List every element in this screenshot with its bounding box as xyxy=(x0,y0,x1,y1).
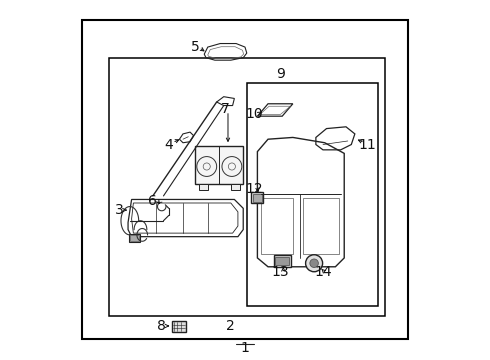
Text: 13: 13 xyxy=(271,265,289,279)
Text: 4: 4 xyxy=(165,138,173,152)
Bar xyxy=(303,198,339,255)
Bar xyxy=(231,184,240,190)
Bar xyxy=(82,21,408,339)
Bar xyxy=(130,235,139,241)
Text: 7: 7 xyxy=(221,102,230,116)
Bar xyxy=(196,146,243,184)
Bar xyxy=(253,194,262,202)
Text: 8: 8 xyxy=(157,319,166,333)
Bar xyxy=(109,58,385,316)
Text: 14: 14 xyxy=(314,265,332,279)
Bar xyxy=(274,255,291,267)
Bar xyxy=(199,184,208,190)
Text: 6: 6 xyxy=(148,194,157,208)
Bar xyxy=(261,198,293,255)
Text: 1: 1 xyxy=(241,341,249,355)
Bar xyxy=(247,82,378,306)
Text: 12: 12 xyxy=(245,182,263,196)
Bar xyxy=(251,192,264,203)
Bar xyxy=(275,257,289,265)
Text: 11: 11 xyxy=(358,138,376,152)
Text: 10: 10 xyxy=(245,107,263,121)
Bar xyxy=(172,321,186,332)
Text: 9: 9 xyxy=(276,67,285,81)
Circle shape xyxy=(306,255,322,272)
Text: 5: 5 xyxy=(191,40,200,54)
Text: 2: 2 xyxy=(226,319,235,333)
Bar xyxy=(129,234,140,242)
Text: 3: 3 xyxy=(115,203,123,217)
Circle shape xyxy=(310,259,318,267)
